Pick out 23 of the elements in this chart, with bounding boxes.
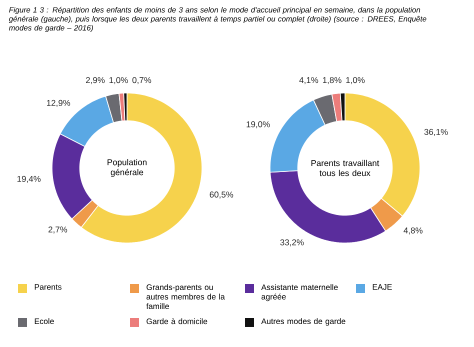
- data-label: 4,8%: [404, 227, 423, 234]
- legend-label: Ecole: [34, 318, 54, 324]
- data-label: 19,4%: [17, 176, 41, 183]
- legend-label: Grands-parents ou autres membres de la famille: [146, 284, 225, 310]
- legend-label: EAJE: [372, 284, 392, 290]
- data-label: 1,0%: [109, 77, 128, 84]
- data-label: 33,2%: [280, 239, 304, 246]
- legend-label: Assistante maternelle agréée: [261, 284, 338, 302]
- data-label: 2,7%: [48, 226, 68, 234]
- text: Parents travaillant tous les deux: [311, 160, 380, 176]
- data-label: 19,0%: [246, 121, 270, 128]
- data-label: 1,8%: [322, 77, 342, 84]
- legend-label: Autres modes de garde: [261, 318, 346, 326]
- text: Population générale: [108, 159, 147, 177]
- legend-label: Garde à domicile: [146, 318, 208, 324]
- data-label: 4,1%: [299, 77, 318, 84]
- data-label: 12,9%: [46, 100, 70, 107]
- data-label: 0,7%: [132, 77, 152, 84]
- data-label: 60,5%: [210, 192, 234, 199]
- data-label: 2,9%: [86, 77, 105, 84]
- data-label: 36,1%: [424, 128, 448, 136]
- data-label: 1,0%: [346, 77, 365, 84]
- legend-label: Parents: [34, 284, 62, 290]
